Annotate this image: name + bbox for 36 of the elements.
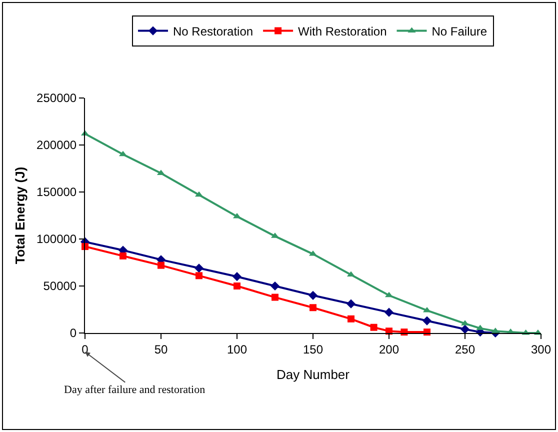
point — [460, 324, 470, 334]
x-tick-label: 0 — [82, 342, 89, 356]
x-axis-title: Day Number — [276, 367, 350, 382]
x-tick-label: 250 — [454, 342, 476, 356]
y-axis-title: Total Energy (J) — [12, 166, 28, 264]
x-tick-label: 50 — [154, 342, 168, 356]
point — [120, 252, 126, 260]
point — [348, 315, 354, 322]
point — [232, 272, 242, 282]
point — [370, 324, 378, 331]
point — [422, 316, 432, 326]
y-tick-label: 0 — [70, 326, 77, 340]
y-tick-label: 250000 — [36, 91, 77, 106]
point — [384, 308, 394, 317]
y-tick-label: 150000 — [36, 185, 77, 200]
point — [476, 324, 484, 330]
point — [194, 264, 204, 273]
x-tick-label: 300 — [530, 342, 552, 356]
point — [308, 290, 318, 300]
y-tick-label: 200000 — [36, 138, 77, 152]
point — [346, 299, 356, 308]
x-tick-label: 100 — [226, 342, 248, 356]
legend-label: No Restoration — [173, 24, 254, 38]
legend-label: With Restoration — [298, 24, 387, 38]
point — [234, 282, 240, 290]
point — [158, 262, 164, 269]
y-tick-label: 50000 — [43, 279, 77, 294]
x-tick-label: 200 — [378, 342, 400, 356]
point — [310, 304, 316, 312]
point — [272, 294, 278, 301]
x-tick-label: 150 — [302, 342, 324, 356]
point — [270, 281, 280, 291]
y-tick-label: 100000 — [36, 232, 77, 246]
text: Day after failure and restoration — [64, 384, 206, 396]
point — [196, 272, 202, 280]
legend-label: No Failure — [432, 24, 488, 38]
